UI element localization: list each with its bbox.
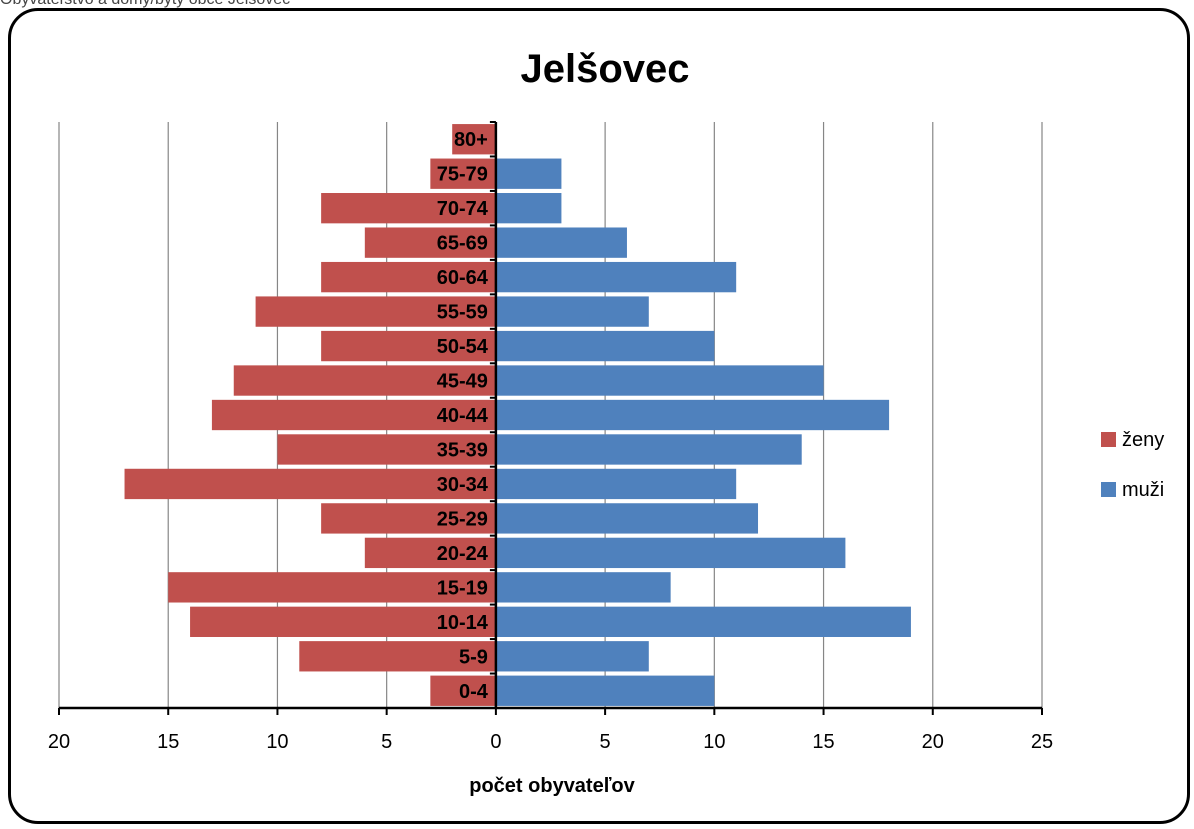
bar-muzi	[495, 641, 649, 672]
x-tick-labels: 20 15 10 5 0 5 10 15 20 25	[48, 731, 1053, 753]
bar-zeny	[452, 124, 496, 155]
x-tick-label: 10	[266, 731, 288, 753]
bar-zeny	[277, 434, 496, 465]
bar-muzi	[495, 227, 627, 258]
x-tick-label: 10	[703, 731, 725, 753]
bar-zeny	[211, 399, 496, 431]
legend-label-zeny: ženy	[1122, 429, 1164, 451]
bar-zeny	[430, 158, 496, 189]
category-label: 35-39	[437, 439, 488, 461]
bar-muzi	[495, 296, 649, 327]
bar-muzi	[495, 675, 715, 706]
bar-muzi	[495, 503, 759, 534]
chart-title: Jelšovec	[520, 47, 689, 91]
category-label: 45-49	[437, 371, 488, 393]
bar-muzi	[495, 261, 737, 293]
x-tick-label: 20	[922, 731, 944, 753]
x-tick-label: 15	[157, 731, 179, 753]
x-tick-label: 20	[48, 731, 70, 753]
x-tick-label: 15	[812, 731, 834, 753]
bar-zeny	[190, 606, 496, 637]
bar-muzi	[495, 193, 562, 224]
x-tick-label: 5	[600, 731, 611, 753]
bar-zeny	[168, 572, 496, 603]
bar-zeny	[124, 468, 496, 500]
bar-zeny	[364, 227, 496, 258]
bar-muzi	[495, 434, 802, 465]
bar-zeny	[321, 330, 496, 362]
bar-muzi	[495, 330, 715, 362]
category-label: 70-74	[437, 198, 489, 220]
bar-zeny	[255, 296, 496, 327]
category-label: 25-29	[437, 508, 488, 530]
category-label: 0-4	[459, 681, 489, 703]
category-label: 55-59	[437, 302, 488, 324]
category-label: 20-24	[437, 543, 489, 565]
x-tick-label: 25	[1031, 731, 1053, 753]
bar-muzi	[495, 468, 737, 500]
legend-swatch-zeny	[1101, 432, 1116, 447]
category-labels: 0-4 5-9 10-14 15-19 20-24 25-29 30-34 35-39 40-4…	[437, 129, 489, 703]
bar-muzi	[495, 365, 824, 396]
bar-muzi	[495, 572, 671, 603]
bar-zeny	[299, 641, 496, 672]
legend: ženy muži	[1101, 429, 1164, 501]
header-strip-text: Obyvateľstvo a domy/byty obce Jelšovec	[0, 0, 290, 8]
category-label: 5-9	[459, 646, 488, 668]
bars	[124, 124, 911, 706]
x-axis-title: počet obyvateľov	[469, 775, 635, 797]
category-label: 30-34	[437, 474, 489, 496]
category-label: 65-69	[437, 233, 488, 255]
category-label: 15-19	[437, 577, 488, 599]
axes	[58, 121, 1043, 715]
x-tick-label: 5	[381, 731, 392, 753]
category-label: 80+	[454, 129, 488, 151]
bar-zeny	[321, 193, 496, 224]
category-label: 50-54	[437, 336, 489, 358]
bar-muzi	[495, 399, 890, 431]
category-label: 75-79	[437, 164, 488, 186]
bar-muzi	[495, 606, 911, 637]
category-label: 10-14	[437, 612, 489, 634]
x-tick-label: 0	[490, 731, 501, 753]
category-label: 60-64	[437, 267, 489, 289]
bar-zeny	[233, 365, 496, 396]
legend-label-muzi: muži	[1122, 479, 1164, 501]
bar-zeny	[321, 261, 496, 293]
category-label: 40-44	[437, 405, 489, 427]
bar-muzi	[495, 158, 562, 189]
bar-zeny	[430, 675, 496, 706]
bar-zeny	[321, 503, 496, 534]
bar-muzi	[495, 537, 846, 569]
top-header-strip: Obyvateľstvo a domy/byty obce Jelšovec	[0, 0, 1194, 8]
legend-swatch-muzi	[1101, 482, 1116, 497]
bar-zeny	[364, 537, 496, 569]
